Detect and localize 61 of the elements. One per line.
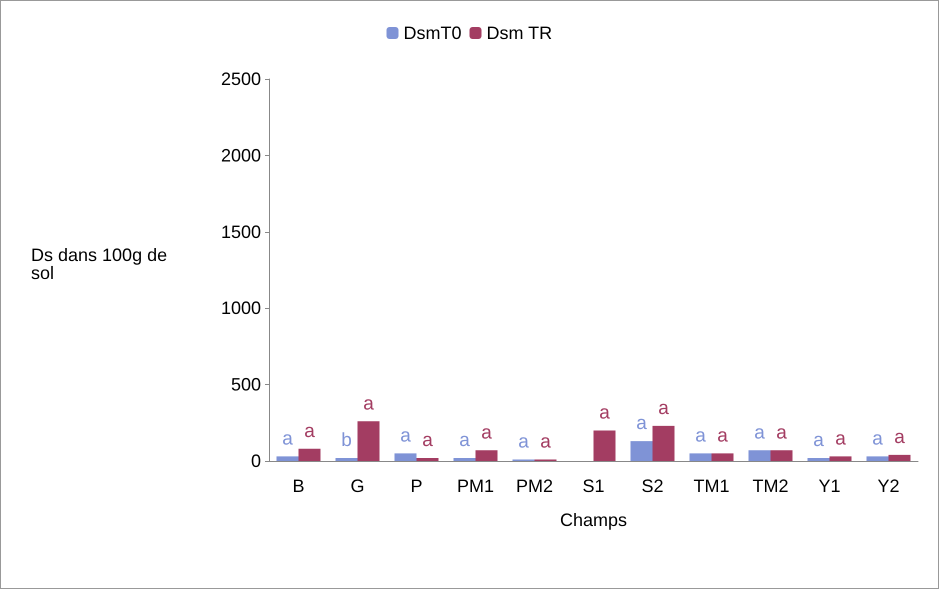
- y-tick-label: 0: [250, 451, 261, 471]
- x-tick-label: B: [292, 476, 305, 496]
- data-label: a: [363, 393, 374, 414]
- data-label: a: [695, 425, 706, 446]
- bar: [830, 456, 852, 461]
- legend-label: Dsm TR: [486, 23, 552, 43]
- bar: [652, 426, 674, 461]
- y-axis-title: Ds dans 100g de sol: [31, 245, 168, 283]
- data-label: a: [599, 402, 610, 424]
- bar: [298, 448, 320, 461]
- data-label: a: [459, 430, 470, 451]
- x-tick-label: Y1: [818, 476, 841, 496]
- bar: [358, 421, 380, 461]
- data-label: a: [835, 428, 846, 450]
- data-label: b: [341, 430, 352, 451]
- bar: [476, 450, 498, 461]
- y-tick-label: 1500: [220, 222, 261, 242]
- bar: [808, 458, 830, 461]
- data-label: a: [282, 428, 294, 450]
- bar: [276, 456, 298, 461]
- data-label: a: [894, 426, 906, 448]
- y-tick-label: 1000: [220, 298, 261, 318]
- x-tick-label: S1: [582, 476, 605, 496]
- x-tick-label: PM1: [456, 476, 494, 496]
- bar: [416, 458, 438, 461]
- data-label: a: [540, 431, 552, 452]
- y-tick-label: 2000: [220, 145, 261, 166]
- data-label: a: [658, 398, 670, 419]
- bar: [748, 450, 770, 461]
- data-label: a: [422, 430, 434, 451]
- y-tick-label: 500: [230, 374, 261, 395]
- bar: [630, 441, 652, 461]
- bar: [866, 456, 888, 461]
- data-label: a: [636, 413, 648, 434]
- x-tick-label: G: [350, 476, 365, 496]
- data-label: a: [304, 420, 316, 442]
- x-tick-label: P: [410, 476, 423, 496]
- data-label: a: [481, 422, 492, 444]
- x-axis-title: Champs: [560, 510, 628, 530]
- data-label: a: [754, 422, 766, 444]
- x-tick-label: TM2: [752, 476, 788, 496]
- y-tick-label: 2500: [220, 69, 261, 89]
- data-label: a: [518, 431, 530, 452]
- bar: [594, 430, 616, 461]
- bar: [394, 453, 416, 461]
- bar: [712, 453, 734, 461]
- bar: [336, 458, 358, 461]
- x-tick-label: PM2: [516, 476, 554, 496]
- x-tick-label: Y2: [877, 476, 900, 496]
- x-tick-label: S2: [641, 476, 664, 496]
- bar: [690, 453, 712, 461]
- bar: [888, 454, 910, 461]
- bar: [770, 450, 792, 461]
- data-label: a: [872, 428, 884, 450]
- x-tick-label: TM1: [694, 476, 730, 496]
- data-label: a: [717, 425, 728, 446]
- data-label: a: [776, 422, 788, 444]
- legend-label: DsmT0: [404, 23, 462, 43]
- data-label: a: [813, 430, 824, 451]
- data-label: a: [400, 425, 412, 446]
- bar: [454, 458, 476, 461]
